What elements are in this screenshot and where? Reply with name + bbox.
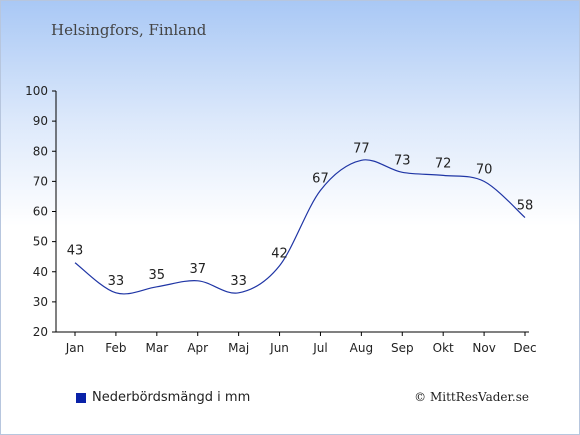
x-tick-label: Aug: [350, 341, 373, 355]
x-tick-label: Jul: [312, 341, 327, 355]
y-tick-label: 30: [33, 295, 48, 309]
x-tick-label: Okt: [433, 341, 454, 355]
data-label: 33: [108, 274, 125, 289]
y-tick-label: 40: [33, 265, 48, 279]
data-label: 77: [353, 141, 370, 156]
data-label: 73: [394, 153, 411, 168]
y-ticks: 20 30 40 50 60 70 80 90 100: [25, 84, 56, 339]
copyright-text: © MittResVader.se: [414, 390, 529, 404]
y-tick-label: 50: [33, 235, 48, 249]
data-labels: 43 33 35 37 33 42 67 77 73 72 70 58: [67, 141, 534, 289]
x-tick-label: Dec: [513, 341, 536, 355]
data-label: 67: [312, 171, 329, 186]
y-tick-label: 20: [33, 325, 48, 339]
data-label: 37: [189, 262, 206, 277]
x-ticks: Jan Feb Mar Apr Maj Jun Jul Aug Sep Okt Nov Dec: [65, 332, 537, 355]
legend-swatch: [76, 392, 86, 403]
x-tick-label: Feb: [105, 341, 126, 355]
data-label: 58: [517, 199, 534, 214]
x-tick-label: Jan: [65, 341, 85, 355]
x-tick-label: Nov: [472, 341, 495, 355]
x-tick-label: Jun: [269, 341, 289, 355]
x-tick-label: Maj: [228, 341, 249, 355]
series-line: [74, 159, 526, 295]
axes: [55, 91, 529, 333]
data-label: 42: [271, 247, 288, 262]
data-label: 70: [476, 162, 493, 177]
y-tick-label: 60: [33, 205, 48, 219]
data-label: 72: [435, 156, 452, 171]
legend-label: Nederbördsmängd i mm: [92, 390, 251, 405]
x-tick-label: Apr: [187, 341, 208, 355]
location-title: Helsingfors, Finland: [51, 21, 207, 39]
y-tick-label: 90: [33, 114, 48, 128]
x-tick-label: Sep: [391, 341, 414, 355]
legend: Nederbördsmängd i mm: [76, 390, 250, 405]
x-tick-label: Mar: [145, 341, 168, 355]
y-tick-label: 70: [33, 174, 48, 188]
data-label: 43: [67, 244, 84, 259]
data-label: 35: [149, 268, 166, 283]
data-label: 33: [230, 274, 247, 289]
y-tick-label: 80: [33, 144, 48, 158]
y-tick-label: 100: [25, 84, 48, 98]
